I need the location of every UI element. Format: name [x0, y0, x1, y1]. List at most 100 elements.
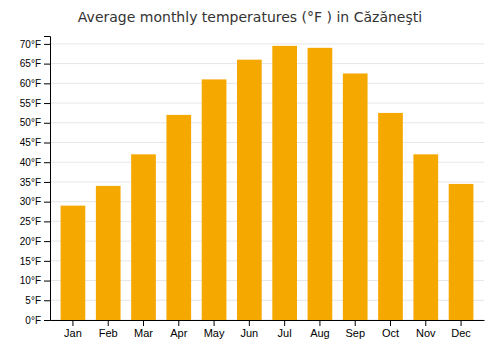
- grid-line: [50, 83, 484, 84]
- x-tick-mark: [355, 320, 356, 326]
- x-tick: Dec: [451, 320, 471, 339]
- x-axis: Jan Feb Mar Apr May Jun Jul Aug Sep Oct Nov Dec: [51, 320, 485, 339]
- x-tick-label: Feb: [99, 327, 118, 339]
- y-tick-label: 65°F: [20, 58, 41, 69]
- grid-line: [50, 43, 484, 44]
- grid-line: [50, 122, 484, 123]
- x-tick-mark: [178, 320, 179, 326]
- y-tick-label: 30°F: [20, 196, 41, 207]
- x-tick-mark: [319, 320, 320, 326]
- x-tick-mark: [284, 320, 285, 326]
- y-tick-mark: [44, 202, 50, 203]
- x-axis-line: [51, 320, 485, 321]
- x-tick-label: May: [204, 327, 225, 339]
- y-tick: 0°F: [25, 315, 50, 326]
- y-tick-mark: [44, 281, 50, 282]
- y-tick-mark: [44, 300, 50, 301]
- y-tick-label: 40°F: [20, 157, 41, 168]
- x-tick-label: Jan: [64, 327, 82, 339]
- y-tick-label: 50°F: [20, 117, 41, 128]
- x-tick-label: Jul: [278, 327, 292, 339]
- bar: [449, 184, 474, 320]
- y-tick: 20°F: [20, 236, 50, 247]
- x-tick-label: Aug: [310, 327, 330, 339]
- y-tick: 40°F: [20, 157, 50, 168]
- bar: [202, 79, 227, 320]
- y-tick-label: 60°F: [20, 78, 41, 89]
- x-tick: Sep: [345, 320, 365, 339]
- y-tick-mark: [44, 83, 50, 84]
- y-tick: 15°F: [20, 256, 50, 267]
- y-tick-mark: [44, 162, 50, 163]
- bar: [96, 186, 121, 320]
- grid-line: [50, 142, 484, 143]
- bar: [131, 154, 156, 320]
- y-tick-mark: [44, 64, 50, 65]
- x-tick: Aug: [310, 320, 330, 339]
- chart-svg: Jan Feb Mar Apr May Jun Jul Aug Sep Oct Nov Dec 0°F 5…: [0, 0, 500, 350]
- y-tick: 50°F: [20, 117, 50, 128]
- x-tick-label: Dec: [451, 327, 471, 339]
- y-tick-mark: [44, 221, 50, 222]
- bar: [61, 206, 86, 320]
- y-tick-mark: [44, 103, 50, 104]
- y-tick-label: 10°F: [20, 275, 41, 286]
- x-tick: May: [204, 320, 225, 339]
- y-tick-label: 70°F: [20, 39, 41, 50]
- plot: Jan Feb Mar Apr May Jun Jul Aug Sep Oct Nov Dec 0°F 5…: [20, 37, 485, 339]
- y-tick: 30°F: [20, 196, 50, 207]
- x-tick-label: Jun: [240, 327, 258, 339]
- x-tick-mark: [249, 320, 250, 326]
- bar: [272, 46, 297, 320]
- x-tick: Nov: [416, 320, 436, 339]
- x-tick: Oct: [382, 320, 399, 339]
- y-tick-mark: [44, 320, 50, 321]
- x-tick-mark: [390, 320, 391, 326]
- y-tick: 65°F: [20, 58, 50, 69]
- bars: [61, 46, 474, 320]
- y-axis: 0°F 5°F 10°F 15°F 20°F 25°F 30°F 35°F 40°F 45°F 50…: [20, 37, 51, 326]
- x-tick-mark: [108, 320, 109, 326]
- bar: [237, 60, 262, 320]
- x-tick-label: Nov: [416, 327, 436, 339]
- x-tick: Mar: [134, 320, 153, 339]
- y-tick-mark: [44, 143, 50, 144]
- y-tick-label: 25°F: [20, 216, 41, 227]
- x-tick-label: Oct: [382, 327, 399, 339]
- bar: [343, 73, 368, 320]
- x-tick-mark: [214, 320, 215, 326]
- x-tick-label: Mar: [134, 327, 153, 339]
- y-tick-mark: [44, 241, 50, 242]
- x-tick: Feb: [99, 320, 118, 339]
- x-tick-mark: [461, 320, 462, 326]
- y-tick-label: 35°F: [20, 177, 41, 188]
- bar: [413, 154, 438, 320]
- x-tick: Apr: [170, 320, 187, 339]
- y-tick: 45°F: [20, 137, 50, 148]
- y-tick-mark: [44, 123, 50, 124]
- grid-line: [50, 63, 484, 64]
- bar: [308, 48, 333, 320]
- y-tick-label: 5°F: [25, 295, 41, 306]
- x-tick: Jul: [278, 320, 292, 339]
- grid: [50, 44, 484, 320]
- chart-container: Jan Feb Mar Apr May Jun Jul Aug Sep Oct Nov Dec 0°F 5…: [0, 0, 500, 350]
- grid-line: [50, 103, 484, 104]
- title: Average monthly temperatures (°F ) in Că…: [78, 9, 422, 25]
- x-tick-mark: [72, 320, 73, 326]
- x-tick-mark: [425, 320, 426, 326]
- y-tick: 60°F: [20, 78, 50, 89]
- y-tick: 25°F: [20, 216, 50, 227]
- x-tick-mark: [143, 320, 144, 326]
- y-tick-label: 20°F: [20, 236, 41, 247]
- y-tick-label: 15°F: [20, 256, 41, 267]
- y-tick-mark: [44, 261, 50, 262]
- y-tick: 10°F: [20, 275, 50, 286]
- y-tick-label: 0°F: [25, 315, 41, 326]
- y-tick: 5°F: [25, 295, 50, 306]
- y-tick-label: 45°F: [20, 137, 41, 148]
- bar: [378, 113, 403, 320]
- y-tick-mark: [44, 182, 50, 183]
- y-tick: 70°F: [20, 39, 50, 50]
- x-tick: Jun: [240, 320, 258, 339]
